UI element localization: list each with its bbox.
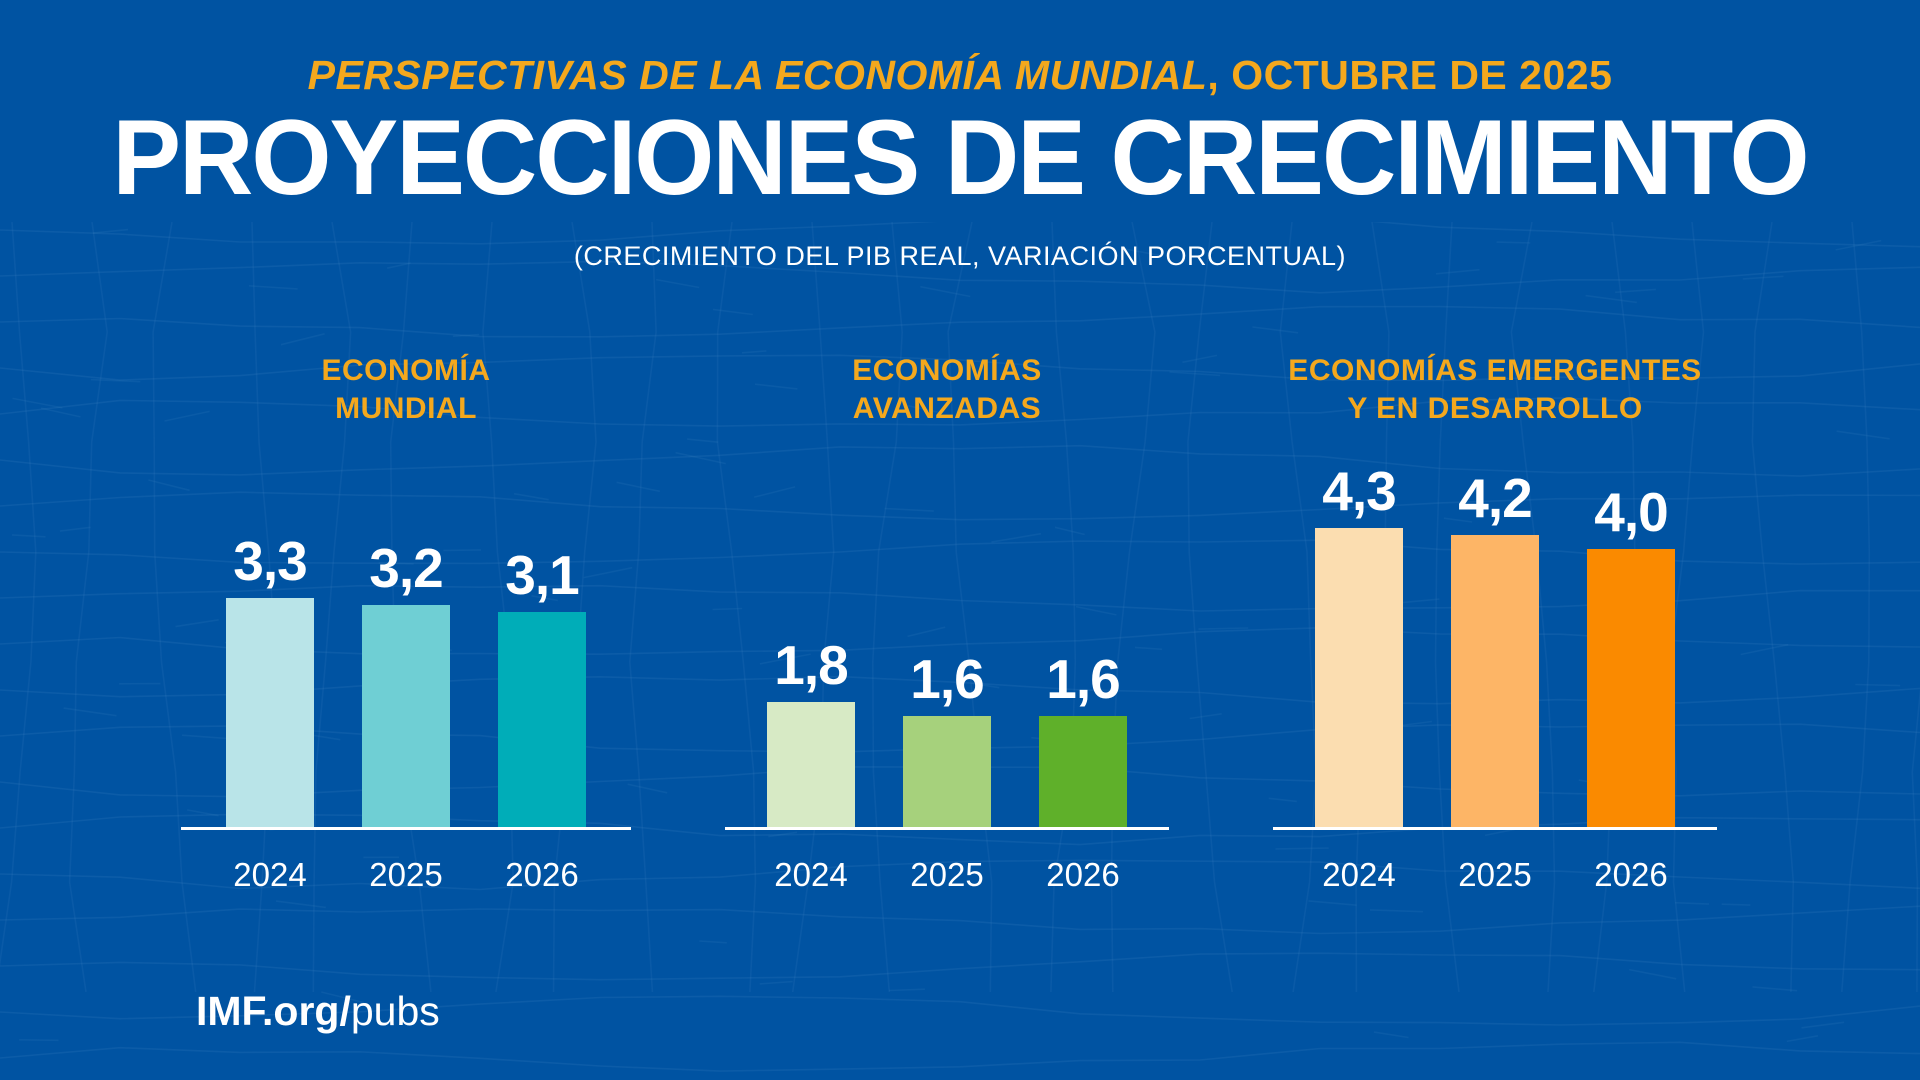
group-title-line: ECONOMÍA [321, 354, 491, 387]
group-title-line: ECONOMÍAS [852, 354, 1042, 387]
year-labels: 2024 2025 2026 [725, 856, 1169, 894]
bar [1451, 535, 1539, 827]
bars-container: 1,8 1,6 1,6 [725, 352, 1169, 827]
bar-value-label: 4,0 [1594, 481, 1668, 543]
year-label: 2024 [774, 856, 848, 893]
footer-url-path: pubs [350, 988, 440, 1034]
bar-value-label: 3,3 [233, 530, 307, 592]
bar [1587, 549, 1675, 827]
bar-column: 4,3 [1315, 464, 1403, 827]
axis-baseline [1273, 827, 1717, 830]
footer-url-domain: IMF.org/ [196, 988, 351, 1034]
year-label: 2026 [1046, 856, 1120, 893]
group-title: ECONOMÍA MUNDIAL [136, 352, 676, 429]
bar-value-label: 3,2 [369, 537, 443, 599]
bar-value-label: 1,6 [910, 648, 984, 710]
year-label: 2024 [233, 856, 307, 893]
bar [1039, 716, 1127, 827]
year-label: 2024 [1322, 856, 1396, 893]
bar-value-label: 4,3 [1322, 460, 1396, 522]
year-label: 2025 [369, 856, 443, 893]
bar-value-label: 4,2 [1458, 467, 1532, 529]
bar-column: 3,2 [362, 541, 450, 827]
bars-container: 4,3 4,2 4,0 [1273, 352, 1717, 827]
axis-baseline [725, 827, 1169, 830]
group-title-line: MUNDIAL [335, 392, 477, 426]
bars-container: 3,3 3,2 3,1 [181, 352, 631, 827]
year-labels: 2024 2025 2026 [1273, 856, 1717, 894]
year-labels: 2024 2025 2026 [181, 856, 631, 894]
group-title: ECONOMÍAS EMERGENTES Y EN DESARROLLO [1229, 352, 1762, 429]
page-title: PROYECCIONES DE CRECIMIENTO [112, 97, 1809, 217]
bar-column: 1,6 [1039, 652, 1127, 827]
chart-group-emerging-developing: ECONOMÍAS EMERGENTES Y EN DESARROLLO 4,3 4,… [1273, 352, 1717, 912]
bar-column: 3,3 [226, 534, 314, 827]
kicker-line: PERSPECTIVAS DE LA ECONOMÍA MUNDIAL, OCT… [0, 52, 1920, 99]
bar-value-label: 1,8 [774, 634, 848, 696]
bar-column: 3,1 [498, 548, 586, 827]
bar [362, 605, 450, 827]
axis-baseline [181, 827, 631, 830]
kicker-publication-name: PERSPECTIVAS DE LA ECONOMÍA MUNDIAL [307, 52, 1208, 98]
bar [1315, 528, 1403, 827]
year-label: 2026 [1594, 856, 1668, 893]
bar-column: 4,0 [1587, 485, 1675, 827]
chart-group-advanced-economies: ECONOMÍAS AVANZADAS 1,8 1,6 1,6 2024 2025 2026 [725, 352, 1169, 912]
year-label: 2025 [1458, 856, 1532, 893]
year-label: 2026 [505, 856, 579, 893]
year-label: 2025 [910, 856, 984, 893]
bar-column: 4,2 [1451, 471, 1539, 827]
bar [767, 702, 855, 827]
group-title-line: Y EN DESARROLLO [1347, 392, 1643, 426]
chart-group-world-economy: ECONOMÍA MUNDIAL 3,3 3,2 3,1 2024 2025 2026 [181, 352, 631, 912]
bar [903, 716, 991, 827]
group-title: ECONOMÍAS AVANZADAS [681, 352, 1214, 429]
bar [226, 598, 314, 827]
bar-column: 1,6 [903, 652, 991, 827]
bar [498, 612, 586, 827]
kicker-date: , OCTUBRE DE 2025 [1207, 52, 1613, 98]
group-title-line: ECONOMÍAS EMERGENTES [1288, 354, 1702, 387]
bar-value-label: 3,1 [505, 544, 579, 606]
group-title-line: AVANZADAS [852, 392, 1042, 426]
bar-value-label: 1,6 [1046, 648, 1120, 710]
bar-column: 1,8 [767, 638, 855, 827]
footer-url: IMF.org/pubs [196, 988, 440, 1035]
page-subtitle: (CRECIMIENTO DEL PIB REAL, VARIACIÓN POR… [573, 241, 1347, 271]
